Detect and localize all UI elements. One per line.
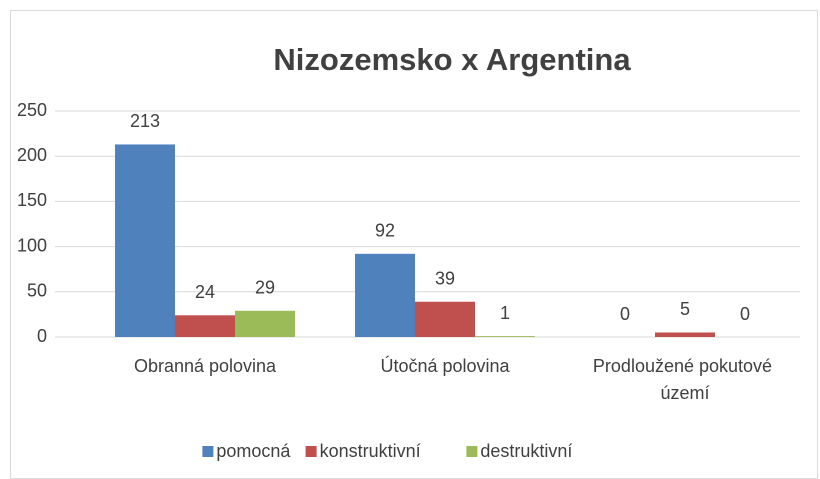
bar	[355, 253, 415, 337]
data-label: 1	[500, 303, 510, 323]
bar	[415, 301, 475, 337]
legend-swatch	[305, 446, 317, 457]
data-label: 29	[255, 278, 275, 298]
y-tick-label: 250	[17, 100, 47, 120]
data-label: 24	[195, 282, 215, 302]
bar	[655, 332, 715, 337]
legend-label: pomocná	[216, 441, 291, 461]
bar	[115, 144, 175, 337]
data-label: 213	[130, 111, 160, 131]
legend-swatch	[466, 446, 478, 457]
data-label: 5	[680, 299, 690, 319]
bar	[475, 336, 535, 337]
data-label: 92	[375, 221, 395, 241]
bar	[175, 315, 235, 337]
y-tick-label: 100	[17, 235, 47, 255]
legend-label: destruktivní	[480, 441, 572, 461]
y-tick-label: 50	[27, 281, 47, 301]
y-tick-label: 200	[17, 145, 47, 165]
data-label: 39	[435, 268, 455, 288]
x-tick-label: Prodloužené pokutové území	[593, 356, 777, 403]
data-label: 0	[620, 304, 630, 324]
bar	[235, 310, 295, 337]
y-tick-label: 150	[17, 190, 47, 210]
chart-title: Nizozemsko x Argentina	[273, 42, 631, 77]
y-tick-label: 0	[37, 326, 47, 346]
x-tick-label: Útočná polovina	[380, 355, 510, 376]
x-tick-label: Obranná polovina	[134, 356, 277, 376]
legend-swatch	[202, 446, 214, 457]
legend-label: konstruktivní	[320, 441, 421, 461]
data-label: 0	[740, 304, 750, 324]
